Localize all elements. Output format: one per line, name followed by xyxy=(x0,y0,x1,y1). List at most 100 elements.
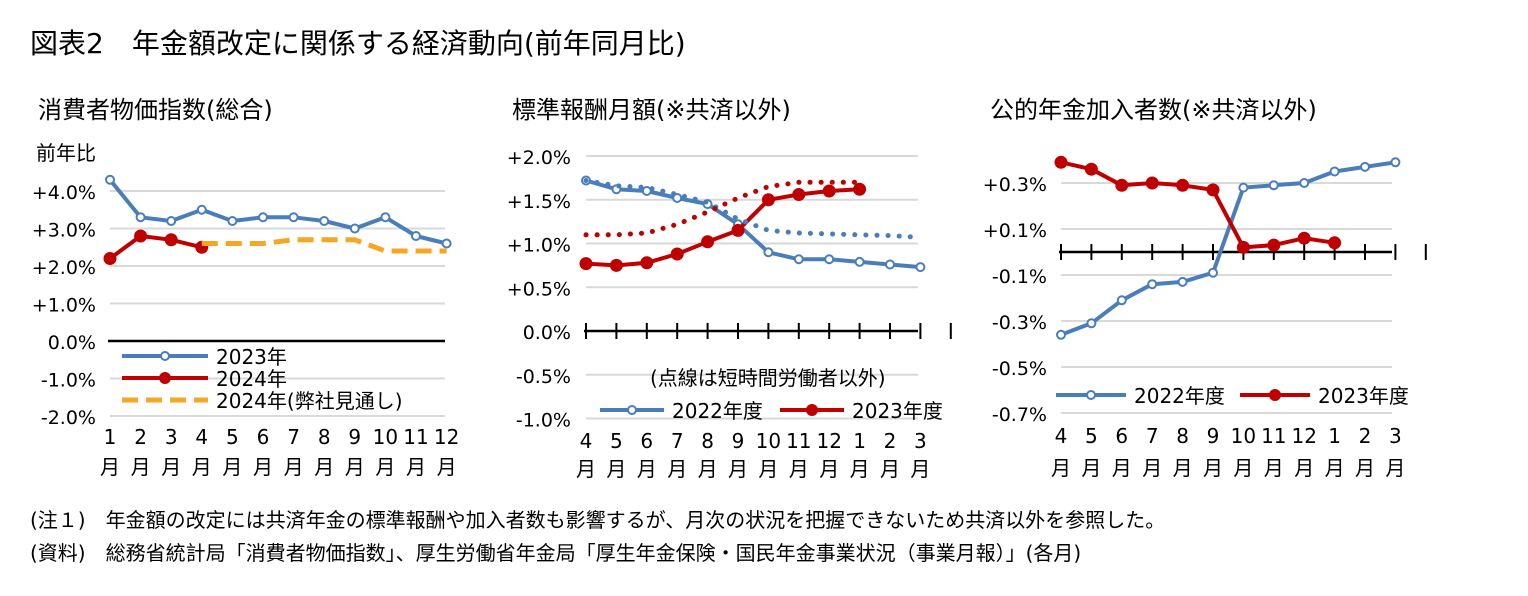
chart2-y-tick-label: 0.0% xyxy=(523,322,571,344)
chart1-data-point xyxy=(166,216,177,226)
chart3-x-tick-label: 11 xyxy=(1261,424,1286,448)
chart2-x-tick-unit: 月 xyxy=(789,457,809,481)
chart2-x-tick-label: 9 xyxy=(732,429,745,453)
enrollment-chart-title: 公的年金加入者数(※共済以外) xyxy=(990,96,1317,124)
chart1-data-point xyxy=(164,233,178,247)
chart2-x-tick-label: 4 xyxy=(580,429,593,453)
chart3-data-point xyxy=(1268,180,1279,191)
chart3-x-tick-unit: 月 xyxy=(1294,456,1314,480)
chart2-data-point xyxy=(672,193,683,203)
chart3-data-point xyxy=(1208,267,1218,278)
chart3-data-point xyxy=(1267,238,1281,252)
chart1-data-point xyxy=(103,252,117,265)
chart3-x-tick-unit: 月 xyxy=(1325,456,1345,480)
chart1-data-point xyxy=(288,212,299,223)
chart3-x-tick-label: 2 xyxy=(1359,424,1372,448)
chart2-data-point xyxy=(793,254,804,265)
footnote-source: (資料) 総務省統計局「消費者物価指数」、厚生労働省年金局「厚生年金保険・国民年… xyxy=(30,541,1082,565)
chart3-x-tick-unit: 月 xyxy=(1385,456,1405,480)
chart1-x-tick-unit: 月 xyxy=(437,455,457,479)
chart2-data-point xyxy=(579,257,593,271)
chart2-data-point xyxy=(824,254,835,265)
chart2-data-point xyxy=(701,235,715,249)
chart3-data-point xyxy=(1238,182,1249,193)
chart1-data-point xyxy=(134,229,148,243)
chart3-data-point xyxy=(1147,279,1158,290)
chart2-x-tick-unit: 月 xyxy=(728,457,748,481)
chart3-series-line-1 xyxy=(1059,160,1337,250)
chart1-legend-label: 2024年(弊社見通し) xyxy=(216,389,403,413)
chart2-x-tick-unit: 月 xyxy=(819,457,839,481)
chart2-data-point xyxy=(885,259,895,270)
chart2-data-point xyxy=(854,256,865,267)
chart3-x-tick-unit: 月 xyxy=(1233,456,1253,480)
chart2-x-tick-label: 7 xyxy=(671,429,684,453)
chart3-data-point xyxy=(1115,178,1129,192)
chart2-data-point xyxy=(763,247,774,258)
chart3-data-point xyxy=(1328,236,1342,250)
chart2-series-line-0 xyxy=(584,178,923,270)
chart3-data-point xyxy=(1086,318,1097,329)
chart2-data-point xyxy=(915,262,926,273)
chart1-x-tick-unit: 月 xyxy=(253,455,273,479)
chart2-x-tick-unit: 月 xyxy=(910,457,930,481)
chart3-x-tick-unit: 月 xyxy=(1264,456,1284,480)
chart2-data-point xyxy=(641,186,652,196)
chart2-data-point xyxy=(761,193,775,207)
chart1-y-tick-label: +4.0% xyxy=(32,182,96,204)
chart1-legend-0-marker xyxy=(160,351,170,361)
chart2-data-point xyxy=(853,182,867,196)
chart1-x-tick-unit: 月 xyxy=(161,455,181,479)
chart2-y-tick-label: -0.5% xyxy=(516,366,571,388)
figure-title: 図表2 年金額改定に関係する経済動向(前年同月比) xyxy=(30,27,686,60)
chart3-y-tick-label: -0.3% xyxy=(992,312,1047,334)
chart1-x-tick-label: 7 xyxy=(287,425,300,449)
chart2-x-tick-unit: 月 xyxy=(576,457,596,481)
chart1-series-line-0 xyxy=(108,177,449,246)
chart3-data-point xyxy=(1116,295,1127,306)
chart2-y-tick-label: +0.5% xyxy=(507,278,571,300)
chart3-legend-1-marker xyxy=(1269,389,1281,401)
chart1-data-point xyxy=(441,238,452,249)
chart1-x-tick-label: 12 xyxy=(434,425,459,449)
chart1-y-tick-label: +1.0% xyxy=(32,295,96,317)
chart1-series-line-2 xyxy=(201,237,447,254)
chart2-x-tick-unit: 月 xyxy=(637,457,657,481)
chart2-legend-label: 2022年度 xyxy=(672,399,763,423)
chart3-data-point xyxy=(1054,155,1068,169)
chart2-data-point xyxy=(822,184,836,198)
charts-canvas: -2.0%-1.0%0.0%+1.0%+2.0%+3.0%+4.0%前年比1月2… xyxy=(32,141,1427,481)
chart2-x-tick-label: 10 xyxy=(756,429,781,453)
chart1-data-point xyxy=(380,212,391,223)
chart3-x-tick-label: 1 xyxy=(1328,424,1341,448)
chart1-x-tick-label: 10 xyxy=(373,425,398,449)
chart2-legend-label: 2023年度 xyxy=(852,399,943,423)
chart1-series-line-1 xyxy=(108,234,204,261)
chart1-y-tick-label: +3.0% xyxy=(32,220,96,242)
chart2-x-tick-label: 3 xyxy=(914,429,927,453)
chart2-x-tick-label: 8 xyxy=(701,429,714,453)
chart2-series-line-3 xyxy=(583,179,863,238)
chart1-x-tick-unit: 月 xyxy=(222,455,242,479)
chart2-data-point xyxy=(670,247,684,261)
chart1-y-tick-label: 0.0% xyxy=(48,332,96,354)
chart3-data-point xyxy=(1236,240,1250,254)
chart2-x-tick-label: 2 xyxy=(884,429,897,453)
chart2-y-tick-label: +1.5% xyxy=(507,191,571,213)
chart3-data-point xyxy=(1299,178,1310,188)
chart3-data-point xyxy=(1206,183,1220,197)
chart1-x-tick-label: 8 xyxy=(318,425,331,449)
chart2-data-point xyxy=(640,256,654,270)
chart3-data-point xyxy=(1390,157,1401,168)
chart2-x-tick-label: 11 xyxy=(786,429,811,453)
chart3-x-tick-unit: 月 xyxy=(1173,456,1193,480)
chart1-x-tick-label: 6 xyxy=(257,425,270,449)
chart1-x-tick-label: 11 xyxy=(403,425,428,449)
chart1-x-tick-label: 5 xyxy=(226,425,239,449)
chart1-data-point xyxy=(227,216,238,226)
chart3-data-point xyxy=(1177,276,1188,287)
chart3-x-tick-unit: 月 xyxy=(1355,456,1375,480)
chart1-data-point xyxy=(258,212,268,223)
chart1-x-tick-label: 1 xyxy=(104,425,117,449)
chart1-x-tick-unit: 月 xyxy=(284,455,304,479)
